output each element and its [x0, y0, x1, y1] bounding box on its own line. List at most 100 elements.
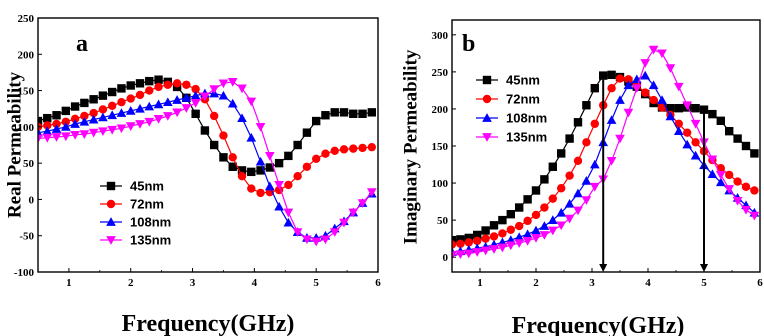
- data-point: [116, 124, 127, 134]
- data-point: [43, 113, 52, 123]
- data-point: [573, 156, 583, 166]
- data-point: [506, 209, 515, 219]
- data-point: [274, 158, 284, 168]
- data-point: [42, 133, 53, 143]
- data-point: [135, 103, 145, 113]
- data-point: [255, 156, 266, 166]
- data-point: [556, 207, 567, 217]
- y-tick-label: 150: [432, 141, 449, 153]
- data-point: [70, 119, 80, 128]
- data-point: [117, 97, 126, 107]
- data-point: [623, 108, 634, 118]
- data-point: [293, 172, 302, 181]
- data-point: [247, 167, 256, 177]
- data-point: [237, 166, 247, 175]
- y-tick-label: -100: [14, 267, 35, 279]
- data-point: [725, 170, 734, 180]
- data-point: [674, 119, 683, 128]
- data-point: [749, 211, 760, 221]
- data-point: [89, 95, 98, 104]
- data-point: [200, 92, 210, 102]
- data-point: [733, 177, 742, 186]
- data-point: [539, 221, 550, 230]
- data-point: [733, 134, 742, 143]
- legend-marker: [482, 133, 492, 142]
- data-point: [172, 108, 182, 118]
- data-point: [489, 245, 499, 254]
- legend-entry: 72nm: [476, 92, 540, 107]
- legend-entry: 135nm: [100, 233, 171, 248]
- data-point: [98, 105, 108, 114]
- data-point: [498, 229, 507, 238]
- data-point: [514, 239, 525, 248]
- data-point: [302, 128, 312, 137]
- data-point: [349, 144, 358, 153]
- data-point: [624, 75, 633, 84]
- data-point: [547, 215, 558, 224]
- x-tick-label: 5: [701, 277, 707, 289]
- data-point: [162, 112, 173, 121]
- data-point: [481, 226, 490, 235]
- data-point: [582, 138, 591, 147]
- y-tick-label: 150: [18, 86, 35, 98]
- legend-label: 72nm: [506, 92, 540, 107]
- data-point: [162, 97, 173, 107]
- data-point: [750, 149, 759, 158]
- y-axis-label: Imaginary Permeability: [401, 49, 422, 244]
- data-point: [144, 117, 155, 127]
- data-point: [548, 194, 557, 203]
- data-point: [38, 127, 43, 137]
- data-point: [88, 128, 99, 138]
- data-point: [153, 99, 164, 109]
- data-point: [154, 75, 163, 84]
- y-tick-label: 100: [432, 178, 449, 190]
- legend-marker: [482, 113, 492, 122]
- data-point: [358, 143, 367, 153]
- data-point: [237, 113, 247, 123]
- legend-label: 72nm: [130, 197, 164, 212]
- data-point: [311, 237, 322, 247]
- data-point: [540, 175, 549, 184]
- legend-entry: 108nm: [476, 111, 547, 126]
- data-point: [38, 134, 43, 144]
- series-135nm: [38, 77, 377, 247]
- data-point: [339, 218, 349, 228]
- plot-frame: [37, 17, 379, 273]
- data-point: [125, 122, 136, 131]
- data-point: [190, 99, 201, 108]
- data-point: [631, 84, 642, 94]
- data-point: [153, 115, 164, 124]
- data-point: [732, 196, 743, 206]
- data-point: [107, 125, 118, 135]
- legend-label: 45nm: [506, 73, 540, 88]
- y-tick-label: 250: [432, 67, 449, 79]
- data-point: [515, 221, 524, 231]
- data-point: [349, 109, 358, 118]
- data-point: [107, 87, 117, 97]
- data-point: [522, 229, 533, 239]
- data-point: [673, 82, 684, 92]
- data-point: [463, 249, 474, 259]
- annotation-arrow: [599, 79, 608, 272]
- data-point: [357, 199, 368, 208]
- data-point: [505, 241, 516, 251]
- data-point: [590, 119, 599, 128]
- data-point: [666, 104, 675, 113]
- legend: 45nm 72nm 108nm 135nm: [476, 73, 547, 145]
- data-point: [699, 105, 709, 114]
- data-point: [615, 134, 625, 144]
- data-point: [255, 122, 266, 132]
- legend-label: 135nm: [506, 130, 547, 145]
- x-tick-label: 3: [589, 277, 595, 289]
- data-point: [367, 108, 377, 117]
- data-point: [565, 171, 574, 180]
- series-45nm: [38, 75, 377, 177]
- data-point: [750, 186, 759, 195]
- data-point: [489, 221, 499, 230]
- data-point: [219, 153, 228, 162]
- data-point: [98, 127, 108, 137]
- data-point: [358, 109, 367, 118]
- data-point: [716, 116, 725, 125]
- data-point: [284, 180, 293, 190]
- data-point: [539, 231, 550, 240]
